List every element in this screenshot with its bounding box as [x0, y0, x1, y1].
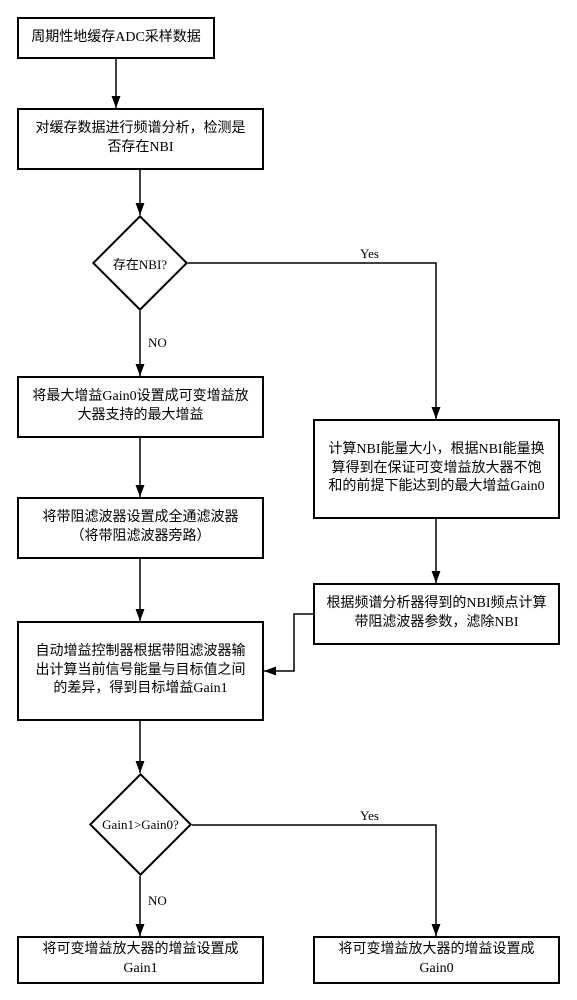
flow-node-n7: 根据频谱分析器得到的NBI频点计算带阻滤波器参数，滤除NBI — [313, 583, 560, 645]
flow-node-n11: 将可变增益放大器的增益设置成Gain0 — [313, 936, 560, 984]
node-label: 将可变增益放大器的增益设置成Gain1 — [29, 941, 252, 979]
node-label: 对缓存数据进行频谱分析，检测是否存在NBI — [29, 120, 252, 158]
flow-node-n4: 将最大增益Gain0设置成可变增益放大器支持的最大增益 — [17, 376, 264, 438]
flow-decision-n9: Gain1>Gain0? — [104, 788, 177, 861]
node-label: 周期性地缓存ADC采样数据 — [31, 29, 201, 48]
node-label: Gain1>Gain0? — [102, 817, 179, 833]
node-label: 将最大增益Gain0设置成可变增益放大器支持的最大增益 — [29, 388, 252, 426]
flow-node-n8: 自动增益控制器根据带阻滤波器输出计算当前信号能量与目标值之间的差异，得到目标增益… — [17, 621, 264, 721]
flow-node-n1: 周期性地缓存ADC采样数据 — [17, 17, 215, 59]
flow-node-n5: 计算NBI能量大小，根据NBI能量换算得到在保证可变增益放大器不饱和的前提下能达… — [313, 419, 560, 519]
flow-node-n10: 将可变增益放大器的增益设置成Gain1 — [17, 936, 264, 984]
edge-n9-n11 — [192, 825, 436, 936]
node-label: 存在NBI? — [113, 254, 167, 273]
flow-node-n6: 将带阻滤波器设置成全通滤波器（将带阻滤波器旁路） — [17, 497, 264, 559]
edge-n7-n8 — [264, 614, 313, 671]
flow-decision-n3: 存在NBI? — [106, 229, 174, 297]
edge-label-n3-n5: Yes — [360, 246, 379, 262]
node-label: 将带阻滤波器设置成全通滤波器（将带阻滤波器旁路） — [29, 509, 252, 547]
node-label: 将可变增益放大器的增益设置成Gain0 — [325, 941, 548, 979]
flow-node-n2: 对缓存数据进行频谱分析，检测是否存在NBI — [17, 108, 264, 170]
node-label: 自动增益控制器根据带阻滤波器输出计算当前信号能量与目标值之间的差异，得到目标增益… — [29, 643, 252, 700]
edge-label-n9-n11: Yes — [360, 808, 379, 824]
edge-label-n9-n10: NO — [148, 893, 167, 909]
node-label: 计算NBI能量大小，根据NBI能量换算得到在保证可变增益放大器不饱和的前提下能达… — [325, 441, 548, 498]
edge-label-n3-n4: NO — [148, 335, 167, 351]
node-label: 根据频谱分析器得到的NBI频点计算带阻滤波器参数，滤除NBI — [325, 595, 548, 633]
